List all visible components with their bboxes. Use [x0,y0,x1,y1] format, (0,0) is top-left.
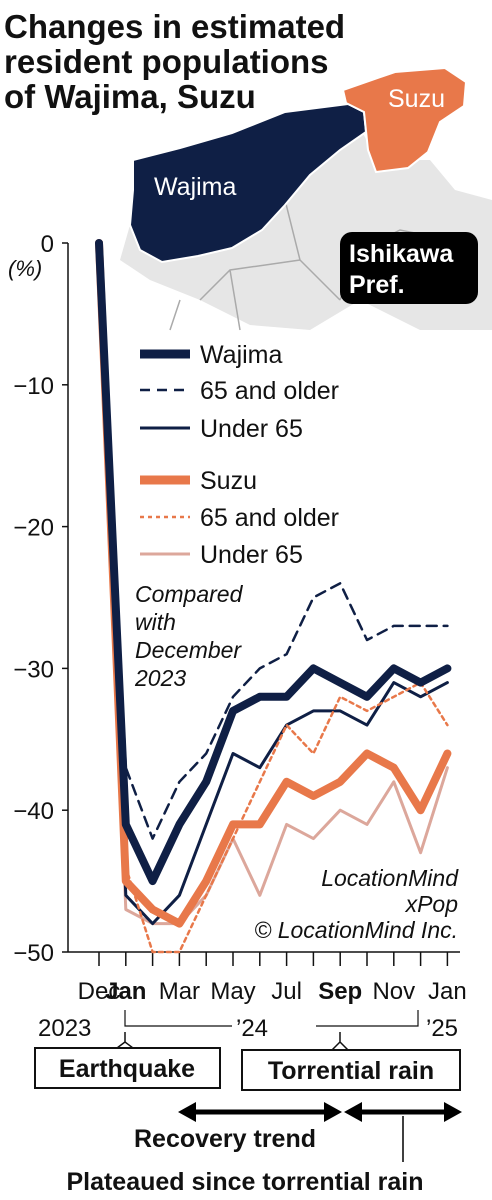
y-tick-label: −10 [13,373,54,400]
x-tick-label: Jan [105,978,146,1005]
map: Wajima Suzu Ishikawa Pref. [120,66,492,331]
compared-note: Compared with December 2023 [134,581,244,691]
chart-title-line-3: of Wajima, Suzu [4,78,256,115]
y-tick-label: 0 [41,231,54,258]
suzu-65-older-line [97,241,449,954]
suzu-total-line [95,239,452,928]
y-tick-label: −40 [13,798,54,825]
credit-line-3: © LocationMind Inc. [254,917,458,943]
compared-note-line-2: with [135,609,176,635]
y-tick-label: −20 [13,515,54,542]
y-tick-label: −30 [13,656,54,683]
pref-label-line-2: Pref. [349,271,405,299]
earthquake-label: Earthquake [59,1055,195,1083]
year-row: 2023 ’24 ’25 [38,1010,458,1042]
compared-note-line-3: December [135,637,242,663]
x-tick-label: Dec [78,978,121,1005]
y-axis: 0 −10 −20 −30 −40 −50 (%) [8,231,69,967]
recovery-trend-label: Recovery trend [134,1125,316,1153]
x-tick-label: Jul [271,978,302,1005]
earthquake-pointer [114,1032,136,1049]
y-tick-label: −50 [13,940,54,967]
chart-title-line-1: Changes in estimated [4,8,345,45]
compared-note-line-1: Compared [135,581,244,607]
year-bracket-left [124,1010,232,1027]
legend-label-wajima: Wajima [200,341,283,369]
x-tick-label: Sep [318,978,362,1005]
rain-label: Torrential rain [268,1057,434,1085]
wajima-total-line [95,239,452,886]
map-label-wajima: Wajima [154,173,237,201]
year-bracket-right [316,1010,419,1027]
plateau-label: Plateaued since torrential rain [66,1168,423,1196]
x-tick-label: Jan [428,978,467,1005]
rain-box [241,1049,461,1091]
credit-line-1: LocationMind [321,865,459,891]
event-earthquake: Earthquake [34,1032,221,1089]
plateau-arrow-head-left [344,1102,362,1122]
x-tick-label: Nov [372,978,415,1005]
map-wajima [128,102,368,264]
legend: Wajima 65 and older Under 65 Suzu 65 and… [140,341,339,569]
suzu-under-65-line [97,241,449,926]
earthquake-box [34,1047,221,1089]
pref-label-box [340,232,478,304]
compared-note-line-4: 2023 [134,665,186,691]
y-tick-group: 0 −10 −20 −30 −40 −50 [13,231,68,967]
legend-label-suzu-under-65: Under 65 [200,541,303,569]
year-label-2023: 2023 [38,1015,91,1042]
year-label-24: ’24 [236,1015,268,1042]
legend-label-wajima-65-older: 65 and older [200,377,339,405]
year-label-25: ’25 [426,1015,458,1042]
y-axis-unit: (%) [8,256,42,281]
map-suzu [341,66,468,174]
event-torrential-rain: Torrential rain [241,1032,461,1091]
legend-label-suzu-65-older: 65 and older [200,504,339,532]
credit-line-2: xPop [405,891,459,917]
source-credit: LocationMind xPop © LocationMind Inc. [254,865,459,943]
x-tick-label: Mar [159,978,200,1005]
plateau-arrow-head-right [444,1102,462,1122]
wajima-65-older-line [97,241,449,840]
x-tick-label: May [210,978,255,1005]
legend-label-wajima-under-65: Under 65 [200,415,303,443]
pref-label-line-1: Ishikawa [349,240,454,268]
chart-title-line-2: resident populations [4,43,329,80]
recovery-arrow-head-left [178,1102,196,1122]
wajima-under-65-line [97,241,449,926]
series-group [95,239,452,954]
legend-label-suzu: Suzu [200,467,257,495]
period-arrows [178,1102,462,1162]
recovery-arrow-head-right [324,1102,342,1122]
map-label-suzu: Suzu [388,85,445,113]
rain-pointer [330,1032,350,1051]
